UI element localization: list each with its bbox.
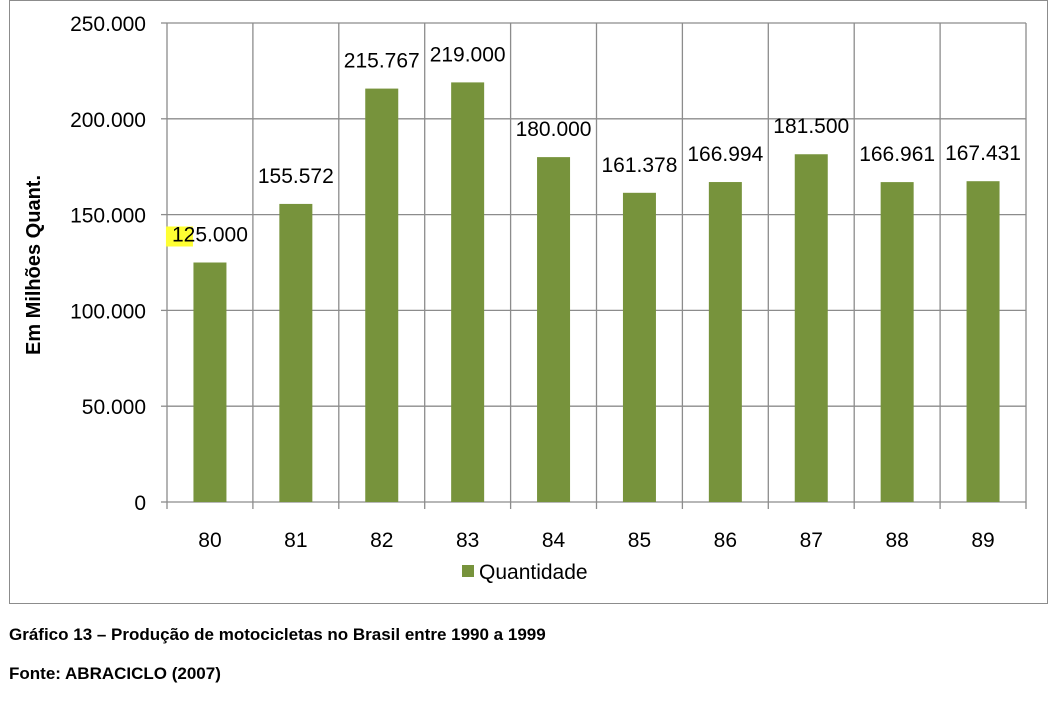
bar-chart: 0 50.000 100.000 150.000 200.000 250.000 125.0…	[23, 13, 1027, 584]
bar	[880, 182, 914, 502]
x-tick-label: 86	[714, 529, 737, 552]
bar	[279, 203, 313, 502]
y-axis-title: Em Milhões Quant.	[23, 175, 45, 355]
data-label: 166.961	[859, 143, 935, 166]
x-tick-label: 81	[284, 529, 307, 552]
y-tick-label: 200.000	[70, 109, 146, 132]
data-label: 181.500	[773, 115, 849, 138]
bar	[451, 82, 485, 503]
data-label: 167.431	[945, 142, 1021, 165]
data-label: 161.378	[601, 154, 677, 177]
figure-caption: Gráfico 13 – Produção de motocicletas no…	[9, 625, 546, 644]
legend-label: Quantidade	[479, 561, 588, 584]
x-tick-label: 88	[885, 529, 908, 552]
label-highlight	[165, 226, 193, 247]
data-label: 219.000	[430, 43, 506, 66]
y-tick-label: 50.000	[82, 396, 146, 419]
x-tick-label: 80	[198, 529, 221, 552]
y-tick-label: 150.000	[70, 205, 146, 228]
y-tick-label: 250.000	[70, 13, 146, 36]
data-label: 180.000	[516, 118, 592, 141]
data-label: 215.767	[344, 50, 420, 73]
legend-swatch	[462, 565, 474, 577]
x-tick-label: 84	[542, 529, 566, 552]
y-tick-label: 100.000	[70, 300, 146, 323]
y-tick-label: 0	[134, 492, 146, 515]
bar	[193, 262, 227, 502]
bar	[622, 192, 656, 503]
data-label: 125.000	[172, 224, 248, 247]
bar	[537, 157, 571, 502]
figure-source: Fonte: ABRACICLO (2007)	[9, 664, 221, 683]
data-label: 155.572	[258, 165, 334, 188]
x-tick-label: 83	[456, 529, 479, 552]
bar	[966, 181, 1000, 502]
x-tick-label: 82	[370, 529, 393, 552]
x-tick-label: 87	[800, 529, 823, 552]
bar	[708, 182, 742, 502]
data-label: 166.994	[687, 143, 763, 166]
x-tick-label: 85	[628, 529, 651, 552]
bar	[794, 154, 828, 502]
x-tick-label: 89	[971, 529, 994, 552]
chart-frame	[9, 0, 1048, 604]
bar	[365, 88, 399, 503]
